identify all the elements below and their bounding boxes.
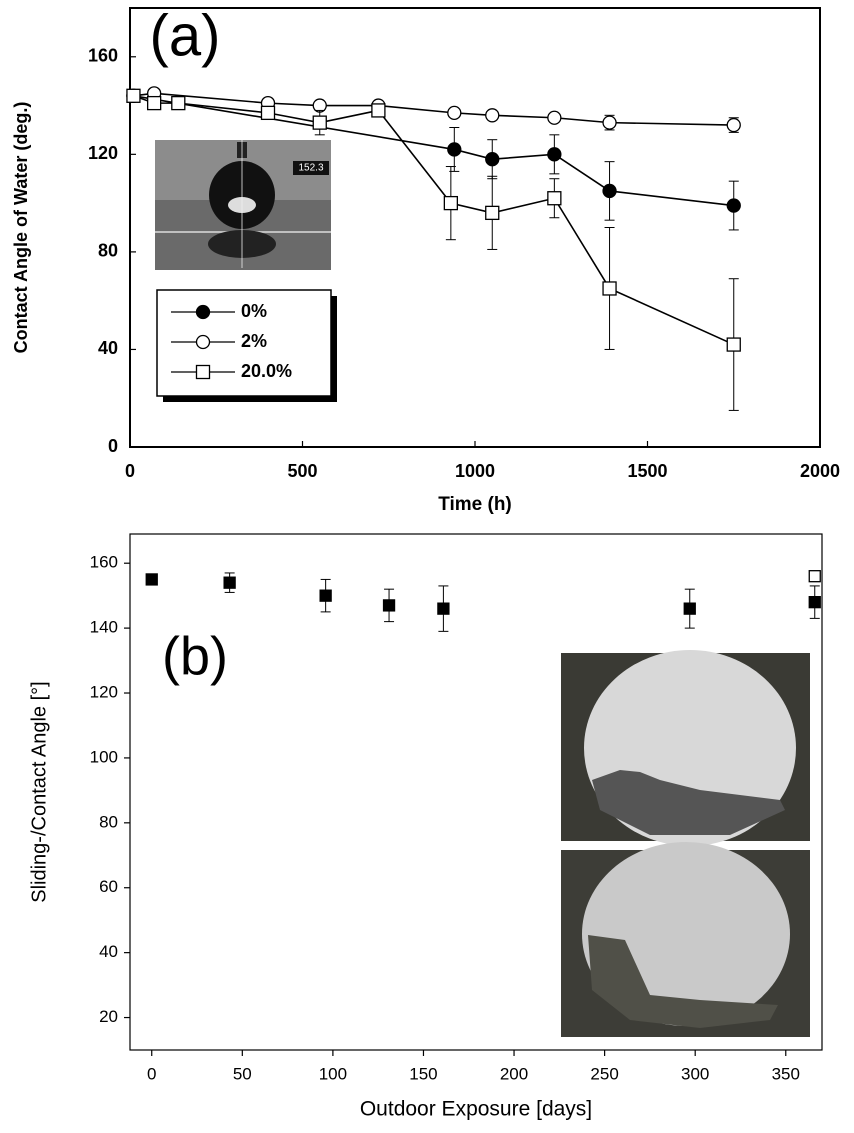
- data-point: [602, 115, 617, 130]
- inset-photo: [155, 140, 331, 270]
- data-point: [808, 596, 821, 609]
- data-point: [726, 198, 741, 213]
- y-axis-label: Sliding-/Contact Angle [°]: [28, 681, 50, 902]
- data-point: [171, 95, 186, 111]
- panel-label: (b): [162, 626, 228, 686]
- x-tick-label: 50: [233, 1064, 252, 1083]
- y-tick-label: 80: [98, 241, 118, 261]
- data-point: [485, 152, 500, 167]
- x-tick-label: 1000: [455, 461, 495, 481]
- data-point: [260, 105, 276, 121]
- x-tick-label: 200: [500, 1064, 528, 1083]
- data-point: [371, 103, 386, 118]
- data-point: [319, 589, 332, 602]
- x-tick-label: 0: [147, 1064, 156, 1083]
- data-point: [485, 108, 500, 123]
- panel-label: (a): [150, 3, 221, 68]
- data-point: [382, 599, 396, 612]
- data-point: [547, 110, 562, 125]
- series-line: [133, 95, 734, 207]
- data-point: [223, 576, 236, 589]
- x-tick-label: 350: [772, 1064, 800, 1083]
- data-point: [808, 570, 821, 583]
- legend-label: 2%: [241, 331, 267, 351]
- data-point: [726, 337, 741, 352]
- inset-label: 152.3: [298, 163, 323, 174]
- y-tick-label: 120: [88, 143, 118, 163]
- data-point: [547, 191, 562, 206]
- data-point: [485, 205, 500, 221]
- data-point: [312, 115, 327, 130]
- x-tick-label: 250: [590, 1064, 618, 1083]
- legend-label: 20.0%: [241, 361, 292, 381]
- x-axis-label: Outdoor Exposure [days]: [360, 1098, 592, 1121]
- x-tick-label: 500: [287, 461, 317, 481]
- x-axis-label: Time (h): [438, 494, 512, 515]
- data-point: [145, 573, 158, 586]
- inset-photo: [561, 842, 810, 1037]
- data-point: [547, 147, 562, 162]
- y-tick-label: 100: [90, 747, 118, 766]
- y-tick-label: 140: [90, 618, 118, 637]
- series-line: [133, 92, 734, 126]
- data-point: [683, 602, 696, 615]
- y-tick-label: 160: [88, 46, 118, 66]
- legend-label: 0%: [241, 301, 267, 321]
- data-point: [146, 95, 162, 111]
- y-tick-label: 20: [99, 1007, 118, 1026]
- y-tick-label: 80: [99, 812, 118, 831]
- y-tick-label: 40: [99, 942, 118, 961]
- x-tick-label: 100: [319, 1064, 347, 1083]
- inset-photo: [561, 650, 810, 846]
- data-point: [602, 281, 617, 296]
- x-tick-label: 150: [409, 1064, 437, 1083]
- y-tick-label: 60: [99, 877, 118, 896]
- data-point: [443, 195, 459, 211]
- y-tick-label: 120: [90, 683, 118, 702]
- legend-marker: [195, 334, 211, 350]
- y-axis-label: Contact Angle of Water (deg.): [11, 102, 31, 354]
- data-point: [726, 117, 741, 133]
- x-tick-label: 0: [125, 461, 135, 481]
- data-point: [602, 183, 617, 199]
- y-tick-label: 0: [108, 436, 118, 456]
- y-tick-label: 160: [90, 553, 118, 572]
- data-point: [447, 142, 462, 157]
- legend-box: [156, 289, 332, 397]
- data-point: [126, 88, 141, 103]
- x-tick-label: 2000: [800, 461, 840, 481]
- y-tick-label: 40: [98, 338, 118, 358]
- legend-marker: [195, 304, 211, 320]
- x-tick-label: 300: [681, 1064, 709, 1083]
- x-tick-label: 1500: [627, 461, 667, 481]
- plot-frame: [129, 533, 823, 1051]
- legend-marker: [195, 364, 211, 380]
- data-point: [437, 602, 450, 615]
- data-point: [447, 105, 462, 121]
